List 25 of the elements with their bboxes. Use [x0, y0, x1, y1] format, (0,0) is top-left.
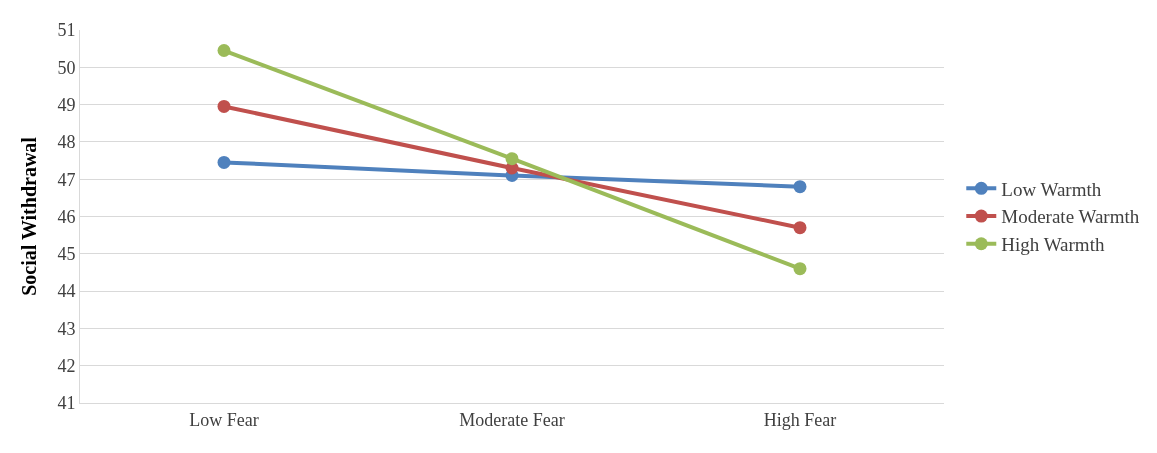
y-tick-label: 50: [57, 57, 76, 78]
y-tick-label: 44: [57, 281, 76, 302]
legend-label: Low Warmth: [1001, 178, 1102, 200]
y-tick-label: 51: [57, 20, 76, 41]
y-tick-label: 42: [57, 356, 76, 376]
point: [217, 99, 231, 113]
legend-label: High Warmth: [1001, 234, 1105, 256]
x-tick-label: High Fear: [763, 409, 837, 430]
y-tick-label: 49: [57, 94, 76, 115]
point: [793, 262, 807, 276]
point: [505, 152, 519, 166]
y-tick-label: 41: [57, 393, 76, 414]
y-axis-title: Social Withdrawal: [17, 136, 40, 296]
point: [793, 221, 807, 235]
legend-label: Moderate Warmth: [1001, 206, 1140, 228]
point: [217, 44, 231, 58]
y-tick-label: 43: [57, 318, 76, 339]
y-tick-label: 45: [57, 244, 76, 265]
y-tick-label: 48: [57, 132, 76, 153]
x-tick-label: Moderate Fear: [459, 409, 565, 430]
y-tick-label: 47: [57, 169, 76, 190]
point: [217, 155, 231, 169]
x-tick-label: Low Fear: [189, 409, 259, 430]
point: [793, 180, 807, 194]
y-tick-label: 46: [57, 206, 76, 227]
